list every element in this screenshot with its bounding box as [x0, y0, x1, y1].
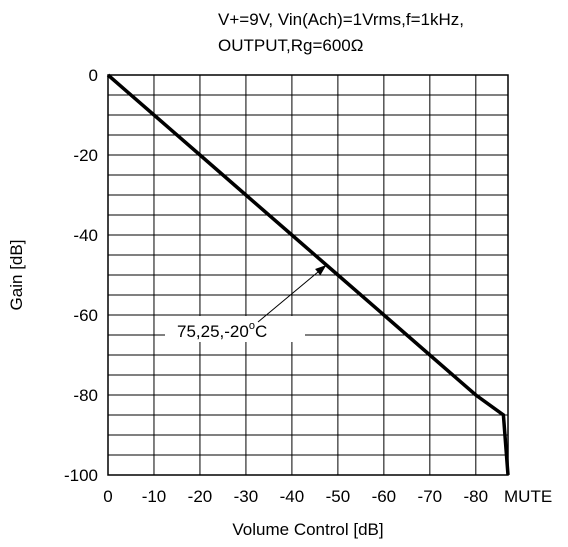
chart-title-line-2: OUTPUT,Rg=600Ω — [218, 36, 363, 55]
x-tick-label: -80 — [464, 487, 489, 506]
y-axis-ticks: 0 -20 -40 -60 -80 -100 — [64, 66, 98, 485]
x-tick-label: -20 — [188, 487, 213, 506]
x-tick-label: -50 — [326, 487, 351, 506]
y-tick-label: -40 — [73, 226, 98, 245]
annotation-box — [165, 316, 305, 342]
x-tick-label: -40 — [280, 487, 305, 506]
x-tick-label: -30 — [234, 487, 259, 506]
y-tick-label: -100 — [64, 466, 98, 485]
x-tick-label: MUTE — [504, 487, 552, 506]
y-tick-label: -80 — [73, 386, 98, 405]
x-axis-ticks: 0 -10 -20 -30 -40 -50 -60 -70 -80 MUTE — [103, 487, 552, 506]
x-tick-label: -70 — [418, 487, 443, 506]
gain-curve — [106, 73, 510, 476]
x-axis-label: Volume Control [dB] — [232, 520, 383, 539]
annotation: 75,25,-20oC — [165, 264, 327, 342]
x-tick-label: 0 — [103, 487, 112, 506]
y-axis-label: Gain [dB] — [7, 240, 26, 311]
x-tick-label: -60 — [372, 487, 397, 506]
y-tick-label: -20 — [73, 146, 98, 165]
plot-frame — [107, 74, 509, 476]
y-tick-label: 0 — [89, 66, 98, 85]
y-tick-label: -60 — [73, 306, 98, 325]
chart-title-line-1: V+=9V, Vin(Ach)=1Vrms,f=1kHz, — [218, 10, 464, 29]
x-tick-label: -10 — [142, 487, 167, 506]
annotation-arrow-head — [315, 265, 327, 276]
annotation-arrow — [257, 264, 327, 323]
grid — [108, 75, 508, 475]
annotation-label: 75,25,-20oC — [177, 320, 267, 341]
